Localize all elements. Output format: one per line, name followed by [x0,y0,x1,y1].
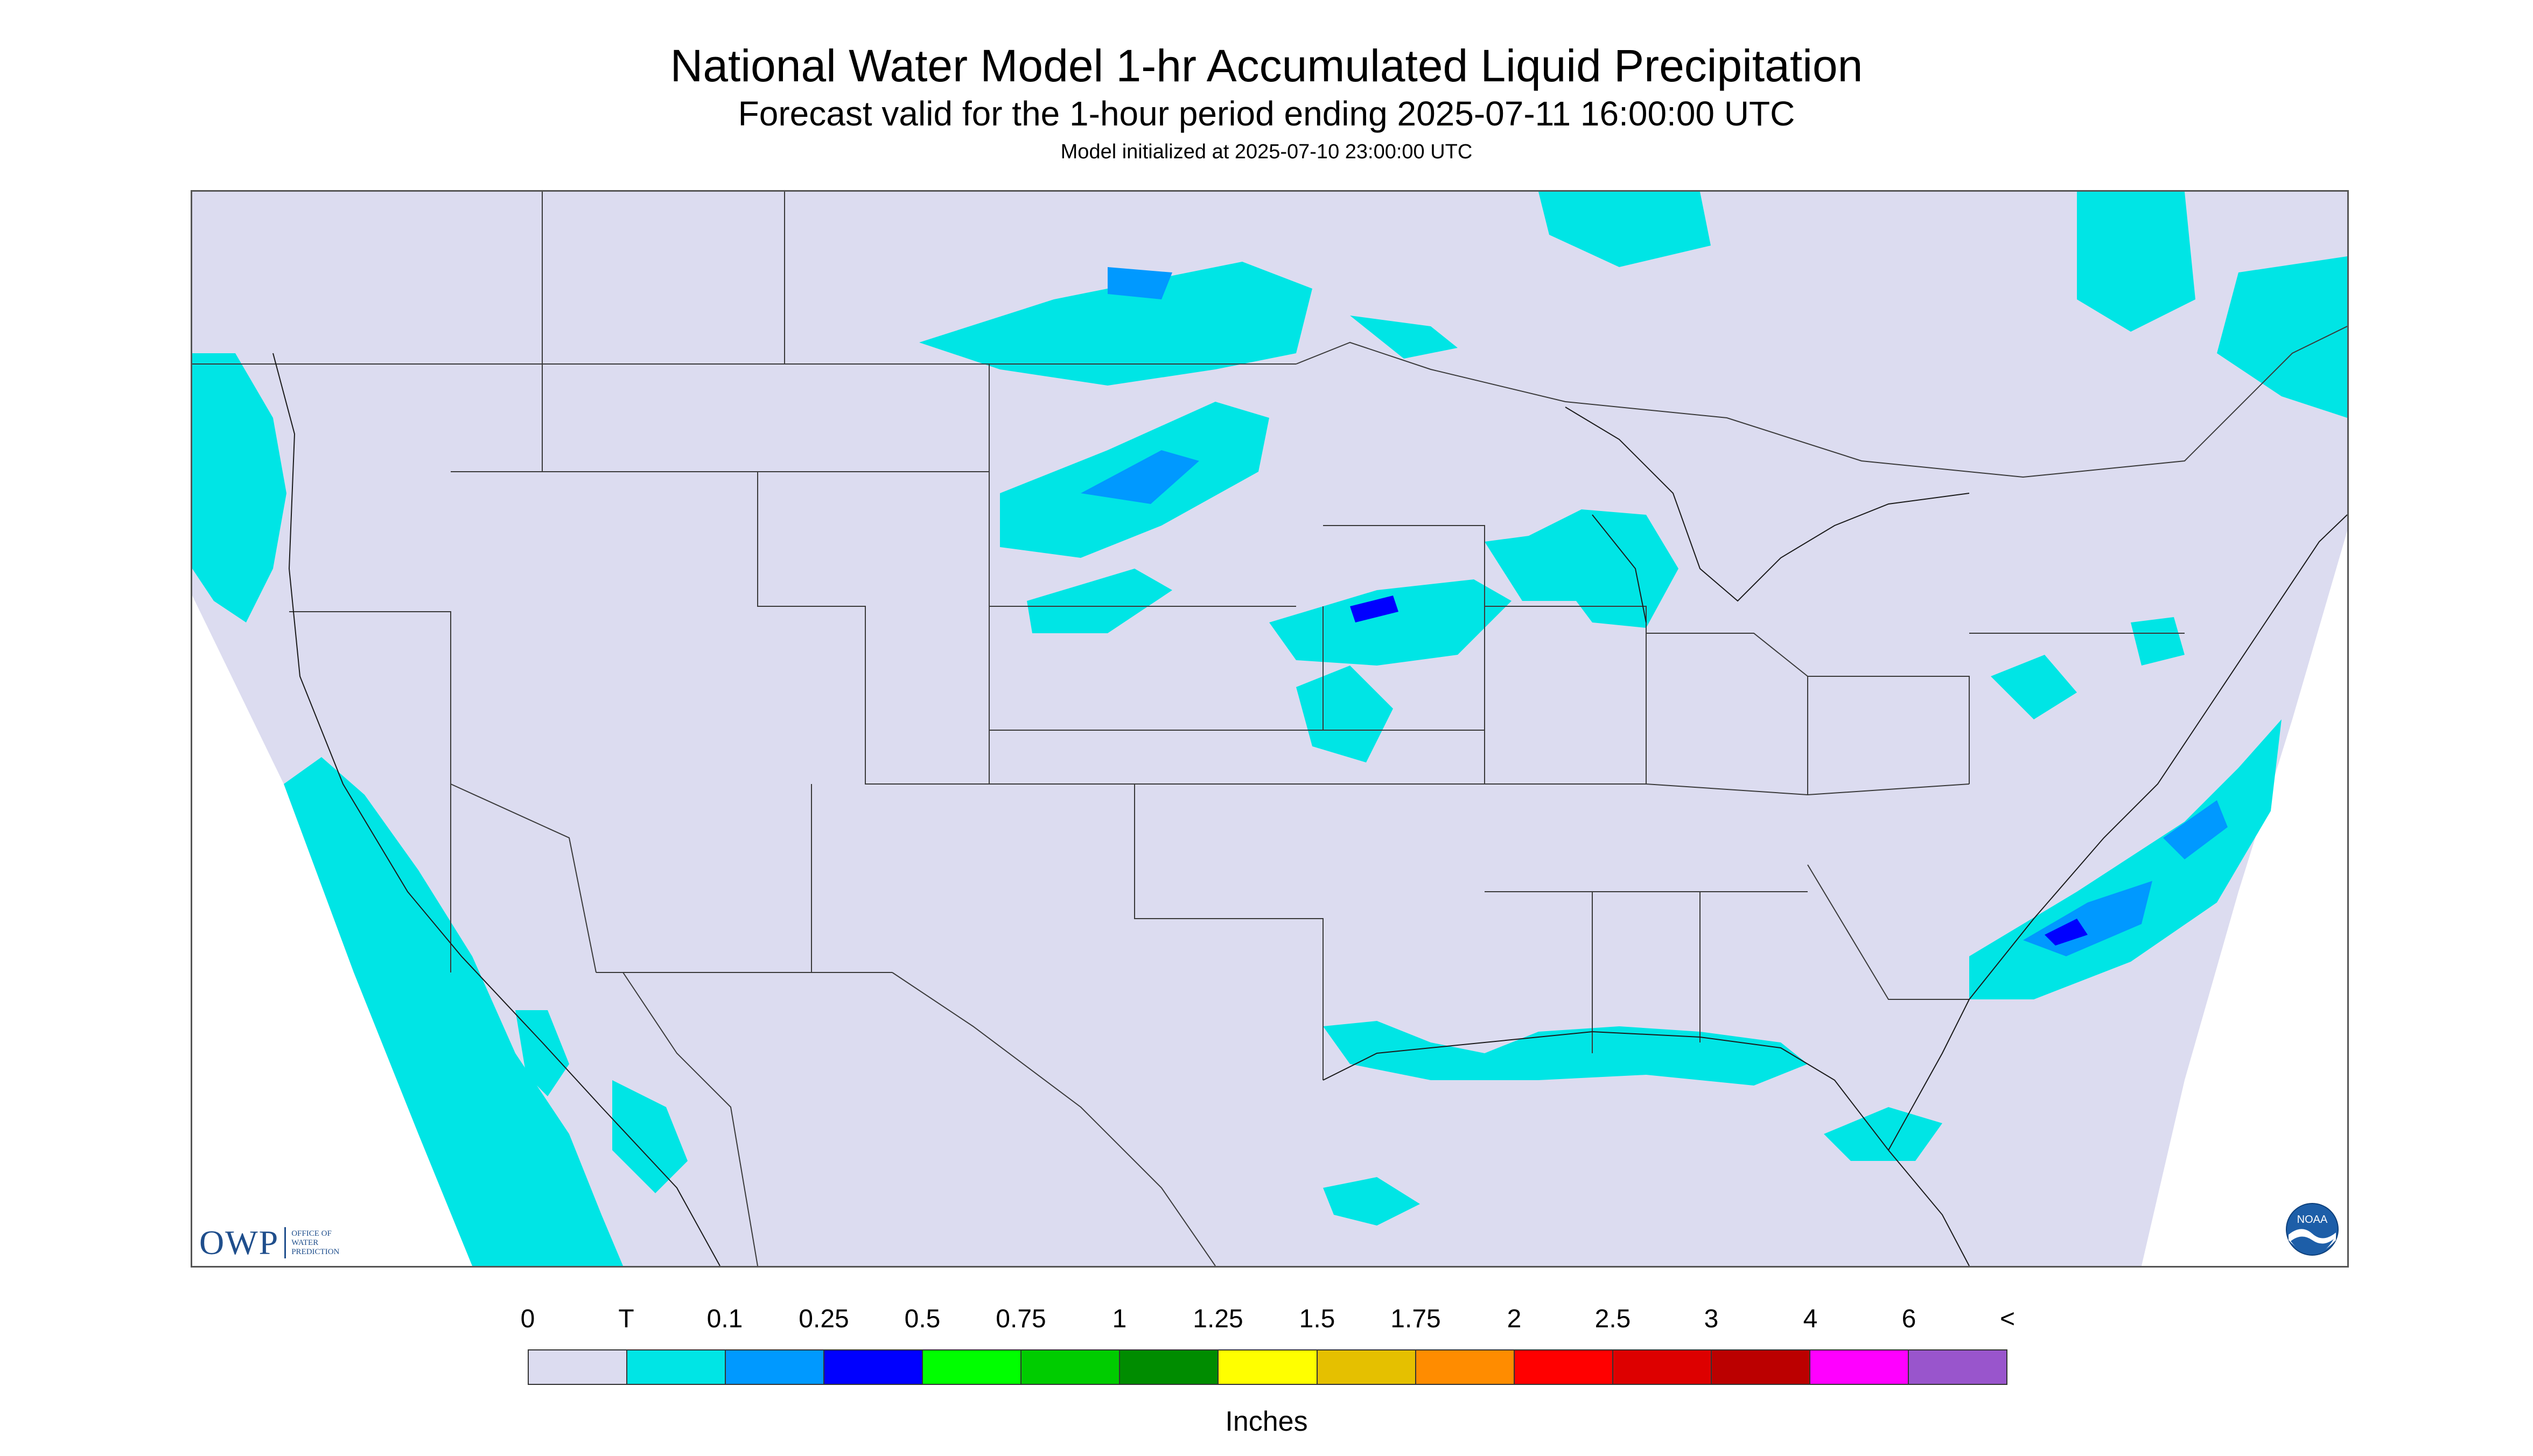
legend-swatch [1219,1350,1318,1384]
legend-swatch [1810,1350,1909,1384]
legend-label: 1.5 [1299,1305,1335,1333]
legend-swatch [1908,1350,2006,1384]
legend-swatch [824,1350,923,1384]
legend-swatch [923,1350,1022,1384]
owp-office-text: OFFICE OF WATER PREDICTION [291,1229,340,1256]
precipitation-map [192,192,2347,1266]
legend-labels: 0 T 0.1 0.25 0.5 0.75 1 1.25 1.5 1.75 2 … [0,1303,2533,1335]
legend-swatch [1711,1350,1810,1384]
legend-swatch [627,1350,726,1384]
legend-swatch [726,1350,825,1384]
legend-label: 2.5 [1594,1305,1631,1333]
legend-label: 1 [1112,1305,1127,1333]
legend-label: 1.75 [1390,1305,1441,1333]
legend-label: 0.5 [904,1305,941,1333]
legend-label: 1.25 [1193,1305,1243,1333]
legend-swatch [1021,1350,1121,1384]
legend-swatch [529,1350,628,1384]
eastcoast-intense-precip [2045,919,2088,946]
legend-units: Inches [1225,1406,1308,1437]
midwest-heavier-precip [1350,596,1398,622]
noaa-text: NOAA [2297,1214,2328,1226]
legend-swatch [1317,1350,1416,1384]
legend-label: T [618,1305,634,1333]
legend-swatch [1416,1350,1515,1384]
dakotas-heavier-precip [1081,267,1199,504]
color-legend [528,1349,2007,1385]
legend-label: 3 [1704,1305,1719,1333]
legend-label: 2 [1507,1305,1522,1333]
legend-label: < [1999,1305,2016,1333]
political-boundaries [192,192,2347,1266]
legend-swatch [1613,1350,1712,1384]
pacific-precip [192,353,688,1266]
owp-letters: OWP [199,1223,279,1262]
coastlines [272,353,2347,1266]
legend-label: 0.1 [706,1305,743,1333]
noaa-logo: NOAA [2286,1203,2339,1256]
legend-label: 6 [1901,1305,1916,1333]
map-title: National Water Model 1-hr Accumulated Li… [670,40,1863,91]
owp-logo: OWP OFFICE OF WATER PREDICTION [199,1221,339,1264]
legend-label: 4 [1803,1305,1818,1333]
model-domain [192,192,2347,1266]
forecast-valid-subtitle: Forecast valid for the 1-hour period end… [738,94,1795,133]
model-init-line: Model initialized at 2025-07-10 23:00:00… [1060,141,1473,163]
legend-label: 0.75 [996,1305,1046,1333]
legend-swatch [1120,1350,1219,1384]
map-frame [191,190,2349,1268]
legend-label: 0.25 [799,1305,849,1333]
legend-swatch [1514,1350,1613,1384]
legend-label: 0 [520,1305,535,1333]
owp-separator [284,1227,286,1258]
